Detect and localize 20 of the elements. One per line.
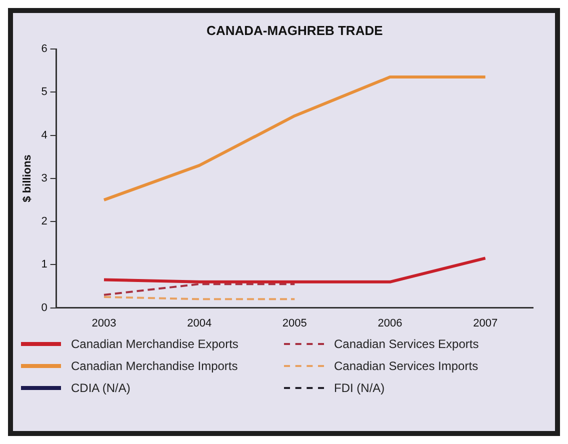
legend-label: Canadian Merchandise Imports: [71, 359, 238, 373]
y-tick-label: 4: [41, 129, 48, 142]
legend-label: CDIA (N/A): [71, 381, 130, 395]
y-tick-label: 5: [41, 86, 48, 98]
x-tick-label: 2004: [187, 317, 212, 330]
legend-label: Canadian Services Imports: [334, 359, 478, 373]
x-tick-label: 2005: [282, 317, 307, 330]
y-tick-label: 1: [41, 258, 48, 271]
y-tick-label: 3: [41, 172, 48, 184]
y-axis-title: $ billions: [22, 154, 34, 202]
chart-title: CANADA-MAGHREB TRADE: [206, 23, 384, 38]
y-tick-label: 0: [41, 302, 48, 314]
x-tick-label: 2006: [378, 317, 402, 330]
x-tick-label: 2003: [92, 317, 116, 330]
legend-label: FDI (N/A): [334, 381, 385, 395]
legend-label: Canadian Services Exports: [334, 337, 479, 351]
y-tick-label: 2: [41, 216, 48, 228]
y-tick-label: 6: [41, 43, 48, 56]
legend-label: Canadian Merchandise Exports: [71, 337, 238, 351]
x-tick-label: 2007: [473, 317, 498, 330]
